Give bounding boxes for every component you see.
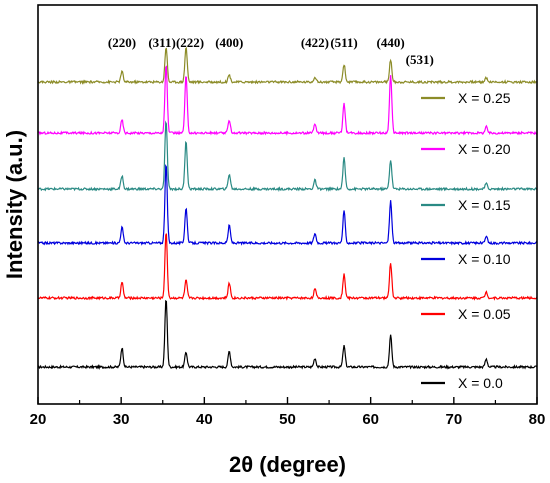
peak-label: (311) (148, 35, 175, 50)
legend-label: X = 0.15 (458, 197, 511, 213)
peak-label: (400) (215, 35, 243, 50)
legend-label: X = 0.25 (458, 90, 511, 106)
legend-label: X = 0.0 (458, 375, 503, 391)
legend: X = 0.0 X = 0.05 X = 0.10 X = 0.15 X = 0.20 X… (421, 90, 511, 391)
x-tick-label: 60 (362, 411, 379, 428)
series-line (37, 233, 538, 301)
peak-label: (531) (406, 52, 434, 67)
x-tick-label: 20 (30, 411, 47, 428)
peak-label: (422) (301, 35, 329, 50)
series-line (37, 120, 538, 192)
y-axis-label: Intensity (a.u.) (2, 130, 27, 279)
x-tick-label: 70 (445, 411, 462, 428)
peak-label: (220) (108, 35, 136, 50)
x-tick-label: 80 (529, 411, 546, 428)
x-tick-label: 30 (113, 411, 130, 428)
series-line (37, 164, 538, 246)
peak-label: (222) (176, 35, 204, 50)
peak-label-group: (220) (311) (222) (400) (422) (511) (440)(531) (108, 35, 434, 67)
trace-group (37, 46, 538, 371)
x-axis-label: 2θ (degree) (229, 452, 346, 477)
legend-label: X = 0.20 (458, 141, 511, 157)
legend-label: X = 0.05 (458, 306, 511, 322)
x-tick-label: 40 (196, 411, 213, 428)
series-line (37, 299, 538, 371)
series-line (37, 46, 538, 85)
legend-label: X = 0.10 (458, 251, 511, 267)
x-tick-label: 50 (279, 411, 296, 428)
peak-label: (440) (377, 35, 405, 50)
x-axis: 20 30 40 50 60 70 80 (30, 397, 546, 428)
peak-label: (511) (330, 35, 357, 50)
series-line (37, 65, 538, 136)
